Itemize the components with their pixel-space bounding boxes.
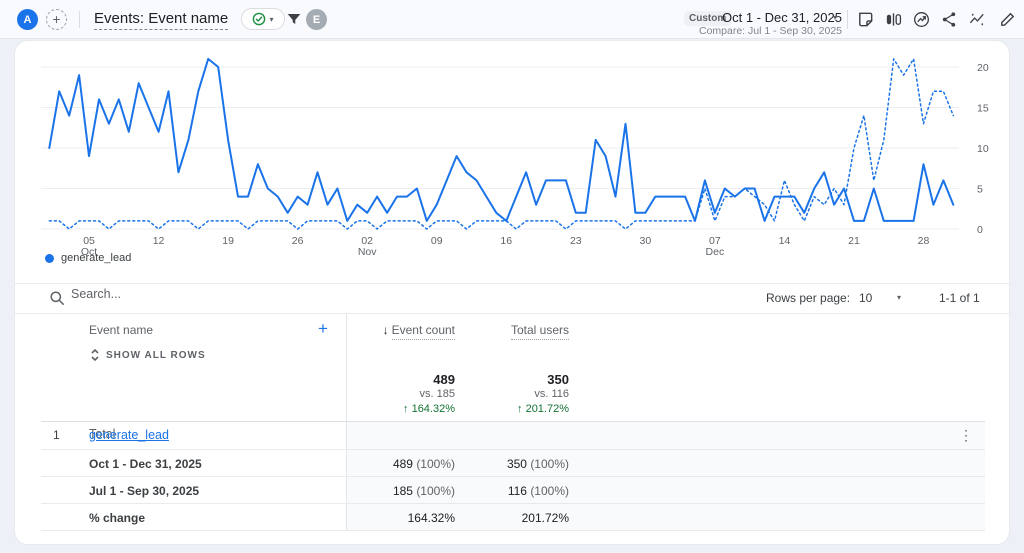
table-toolbar: Rows per page: 10 ▾ 1-1 of 1 [15, 283, 1011, 313]
comparison-subrow: Jul 1 - Sep 30, 2025 185 (100%) 116 (100%) [15, 476, 1011, 503]
svg-text:0: 0 [977, 224, 983, 236]
legend-dot-icon [45, 253, 54, 263]
total-row-label: Total [89, 427, 116, 441]
add-comparison-button[interactable]: + [46, 9, 67, 30]
svg-text:07: 07 [709, 235, 721, 247]
svg-text:28: 28 [918, 235, 930, 247]
insights-icon[interactable] [912, 10, 932, 30]
subrow-label: Jul 1 - Sep 30, 2025 [89, 484, 200, 498]
check-circle-icon [253, 12, 266, 26]
search-icon [50, 291, 64, 305]
svg-text:15: 15 [977, 103, 989, 115]
total-event-count: 489 vs. 185 ↑ 164.32% [255, 372, 455, 417]
trend-sparkle-icon[interactable] [968, 10, 988, 30]
comparison-subrows: Oct 1 - Dec 31, 2025 489 (100%) 350 (100%)… [15, 449, 1011, 531]
svg-text:05: 05 [83, 235, 95, 247]
divider [41, 476, 985, 477]
report-title[interactable]: Events: Event name [94, 10, 229, 30]
svg-text:Oct: Oct [81, 246, 97, 258]
rows-per-page-select[interactable]: 10 [859, 291, 873, 305]
subrow-event-count: 489 (100%) [392, 457, 455, 471]
svg-text:10: 10 [977, 143, 989, 155]
change-badge: ↑ 164.32% [403, 403, 455, 415]
svg-text:09: 09 [431, 235, 443, 247]
event-name-link[interactable]: generate_lead [89, 428, 169, 442]
divider [41, 421, 985, 422]
divider [15, 283, 1011, 284]
row-menu-icon[interactable]: ⋮ [959, 427, 973, 443]
data-quality-badge[interactable]: ▾ [241, 8, 285, 30]
divider [15, 313, 1011, 314]
chart-legend: generate_lead [45, 252, 131, 264]
svg-text:14: 14 [779, 235, 791, 247]
note-icon[interactable] [856, 10, 876, 30]
svg-text:30: 30 [640, 235, 652, 247]
subrow-label: Oct 1 - Dec 31, 2025 [89, 457, 202, 471]
svg-text:Dec: Dec [706, 246, 725, 258]
subrow-event-count: 164.32% [407, 511, 455, 525]
date-custom-badge: Custom [684, 11, 732, 26]
chevron-down-icon: ▾ [269, 14, 274, 24]
share-icon[interactable] [940, 10, 960, 30]
svg-text:5: 5 [977, 184, 983, 196]
total-total-users: 350 vs. 116 ↑ 201.72% [369, 372, 569, 417]
svg-text:Nov: Nov [358, 246, 377, 258]
column-header-event-count[interactable]: ↓ Event count [255, 323, 455, 340]
change-badge: ↑ 201.72% [517, 403, 569, 415]
table-row: 1 generate_lead ⋮ [15, 421, 1011, 449]
sort-desc-icon: ↓ [382, 323, 389, 337]
svg-text:20: 20 [977, 62, 989, 74]
account-avatar[interactable]: A [17, 9, 38, 30]
column-header-event-name[interactable]: Event name [89, 323, 154, 337]
show-all-rows-button[interactable]: SHOW ALL ROWS [89, 348, 206, 362]
rows-per-page-caret-icon[interactable]: ▾ [897, 293, 902, 302]
add-column-button[interactable]: + [318, 319, 328, 338]
divider [41, 503, 985, 504]
svg-text:21: 21 [848, 235, 860, 247]
divider [847, 10, 848, 29]
compare-range-label: Compare: Jul 1 - Sep 30, 2025 [699, 25, 843, 37]
svg-text:12: 12 [153, 235, 165, 247]
row-index: 1 [53, 428, 60, 442]
divider [41, 530, 985, 531]
subrow-total-users: 350 (100%) [506, 457, 569, 471]
comparison-subrow: Oct 1 - Dec 31, 2025 489 (100%) 350 (100%) [15, 449, 1011, 476]
unfold-more-icon [91, 348, 99, 362]
date-range-selector[interactable]: Oct 1 - Dec 31, 2025 [722, 10, 842, 25]
rows-per-page-label: Rows per page: [766, 291, 851, 305]
subrow-event-count: 185 (100%) [392, 484, 455, 498]
edit-icon[interactable] [998, 10, 1018, 30]
divider [41, 449, 985, 450]
svg-text:16: 16 [500, 235, 512, 247]
subrow-total-users: 116 (100%) [507, 484, 569, 498]
subrow-label: % change [89, 511, 146, 525]
svg-text:26: 26 [292, 235, 304, 247]
ab-test-icon[interactable] [884, 10, 904, 30]
divider [79, 11, 80, 28]
user-avatar[interactable]: E [306, 9, 327, 30]
top-bar: A + Events: Event name ▾ E Custom Oct 1 … [0, 0, 1024, 39]
comparison-subrow: % change 164.32% 201.72% [15, 503, 1011, 530]
subrow-total-users: 201.72% [521, 511, 569, 525]
legend-label: generate_lead [61, 252, 132, 264]
pagination-range: 1-1 of 1 [939, 291, 980, 305]
column-header-total-users[interactable]: Total users [369, 323, 569, 340]
svg-text:23: 23 [570, 235, 582, 247]
search-input[interactable] [71, 287, 451, 301]
svg-text:19: 19 [222, 235, 234, 247]
svg-text:02: 02 [361, 235, 373, 247]
filter-icon[interactable] [285, 10, 305, 30]
report-card: 0 5 10 15 20 05 Oct 12 19 26 02 Nov 09 16 23 30 07 Dec 14 2… [14, 40, 1011, 545]
date-caret-icon[interactable]: ▾ [833, 13, 838, 22]
